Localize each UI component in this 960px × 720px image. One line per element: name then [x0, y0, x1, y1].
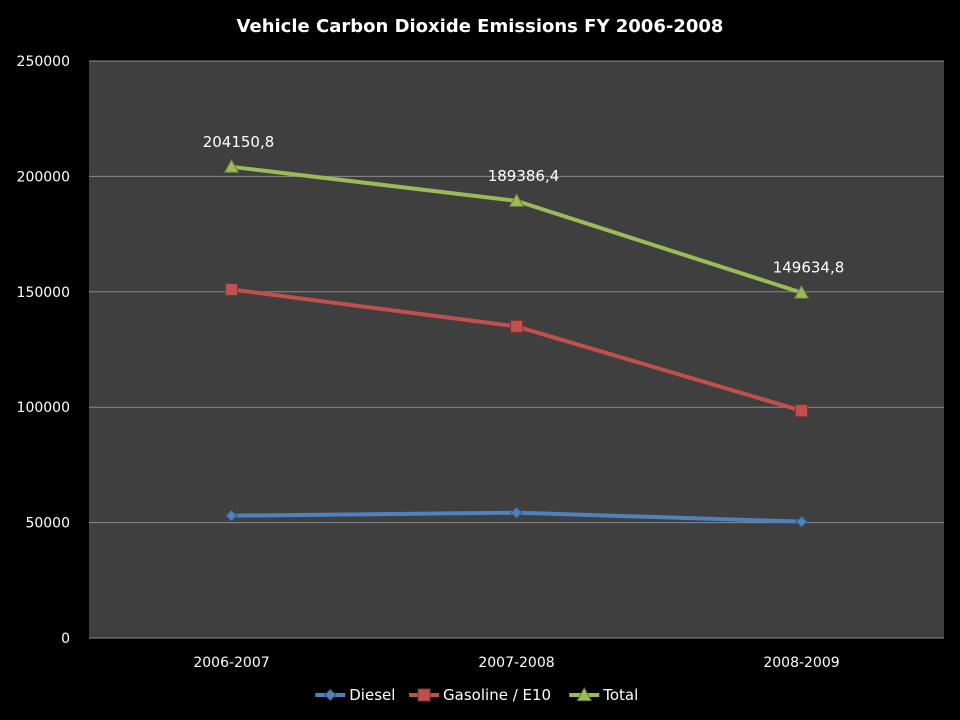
- y-axis-tick-labels: 0 50000 100000 150000 200000 250000: [17, 54, 70, 647]
- series-layer: [223, 158, 810, 528]
- legend: Diesel Gasoline / E10 Total: [315, 686, 638, 704]
- data-label: 149634,8: [773, 259, 845, 277]
- legend-label: Gasoline / E10: [443, 686, 551, 704]
- series-gasoline-e10: [225, 282, 808, 418]
- data-point-marker: [225, 282, 238, 296]
- legend-marker: [417, 688, 431, 702]
- y-tick-label: 50000: [25, 516, 70, 532]
- series-total: [223, 158, 810, 299]
- data-label: 189386,4: [488, 167, 560, 185]
- legend-label: Total: [602, 686, 638, 704]
- y-tick-label: 250000: [17, 54, 70, 70]
- data-point-marker: [795, 515, 808, 528]
- legend-marker: [576, 686, 593, 702]
- x-tick-label: 2007-2008: [478, 655, 554, 671]
- data-point-marker: [510, 506, 523, 519]
- legend-item: Diesel: [315, 686, 395, 704]
- data-point-marker: [508, 192, 525, 207]
- legend-item: Gasoline / E10: [409, 686, 551, 704]
- y-tick-label: 100000: [17, 400, 70, 416]
- chart-title: Vehicle Carbon Dioxide Emissions FY 2006…: [237, 16, 724, 37]
- x-tick-label: 2008-2009: [763, 655, 839, 671]
- data-point-marker: [793, 284, 810, 299]
- data-point-marker: [223, 158, 240, 173]
- x-tick-label: 2006-2007: [193, 655, 269, 671]
- legend-label: Diesel: [349, 686, 395, 704]
- y-tick-label: 200000: [17, 169, 70, 185]
- y-tick-label: 0: [61, 631, 70, 647]
- legend-item: Total: [569, 686, 638, 704]
- y-tick-label: 150000: [17, 285, 70, 301]
- series-diesel: [225, 506, 808, 528]
- data-point-marker: [795, 404, 808, 418]
- plot-area: [89, 61, 944, 638]
- data-label: 204150,8: [203, 133, 275, 151]
- x-axis-tick-labels: 2006-2007 2007-2008 2008-2009: [193, 655, 839, 671]
- data-point-marker: [510, 319, 523, 333]
- legend-marker: [324, 688, 337, 702]
- data-point-marker: [225, 509, 238, 522]
- data-labels: 204150,8 189386,4 149634,8: [203, 133, 845, 277]
